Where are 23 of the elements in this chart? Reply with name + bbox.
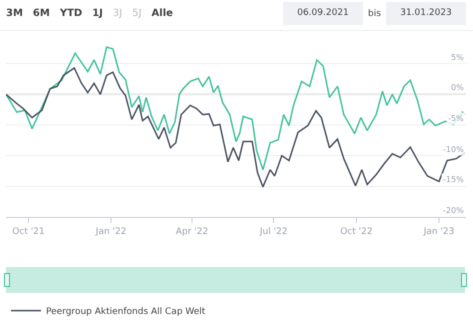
y-tick-label: 0%: [451, 83, 464, 92]
text: 6M: [32, 8, 50, 19]
x-tick-label: Jul '22: [258, 226, 288, 237]
text: 5J: [132, 8, 142, 19]
x-tick-label: Jan '22: [94, 226, 126, 237]
y-tick-label: -5%: [448, 114, 464, 123]
x-tick-label: Oct '21: [12, 226, 45, 237]
text: YTD: [60, 8, 82, 19]
text: 3M: [6, 8, 23, 19]
x-tick-label: Oct '22: [340, 226, 373, 237]
text: Alle: [152, 8, 173, 19]
y-tick-label: -10%: [443, 145, 464, 154]
text: bis: [368, 9, 381, 19]
y-tick-label: -20%: [443, 206, 464, 215]
y-tick-label: 5%: [451, 53, 464, 62]
legend-label: Peergroup Aktienfonds All Cap Welt: [46, 307, 206, 318]
y-tick-label: -15%: [443, 175, 464, 184]
x-tick-label: Jan '23: [422, 226, 454, 237]
x-tick-label: Apr '22: [176, 226, 208, 237]
text: 31.01.2023: [386, 2, 466, 25]
text: 1J: [92, 8, 103, 19]
text: 06.09.2021: [283, 2, 363, 25]
text: 3J: [112, 8, 122, 19]
